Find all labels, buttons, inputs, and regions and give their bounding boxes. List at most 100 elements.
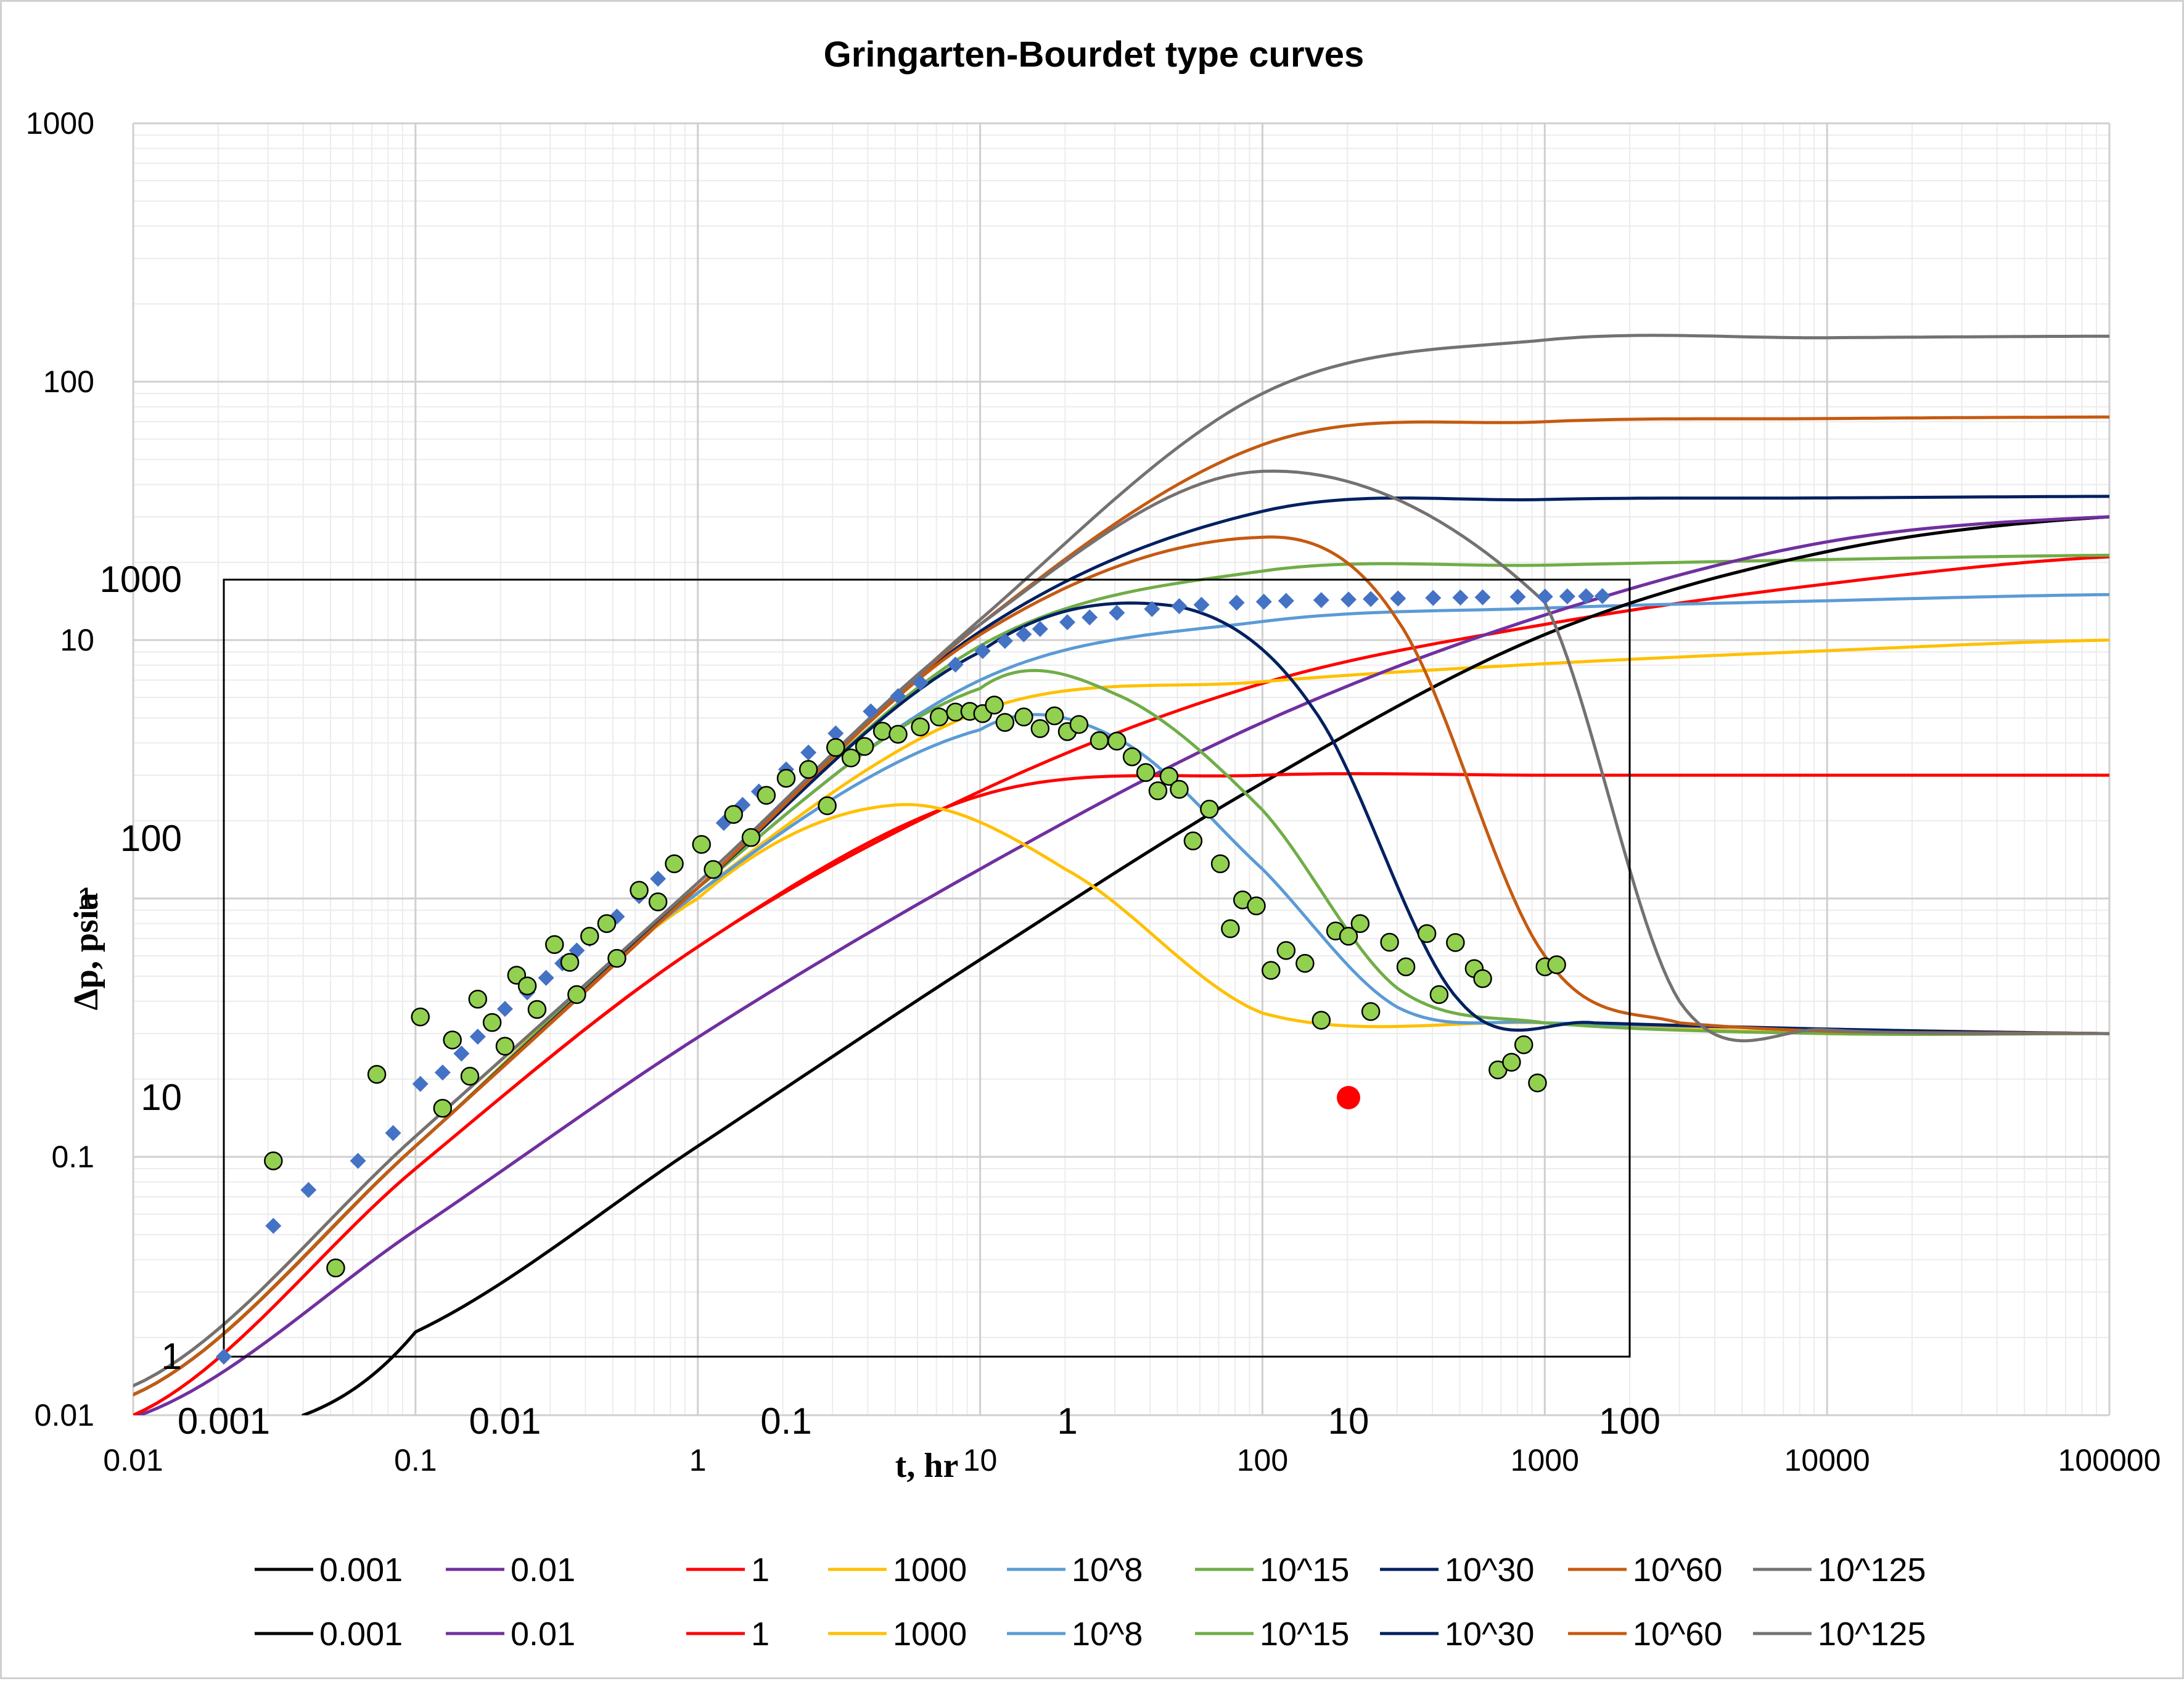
x-tick-label: 0.1 <box>394 1443 437 1478</box>
diamond-marker <box>1340 591 1357 608</box>
diamond-marker <box>996 633 1013 649</box>
axis-label-layer: 0.01 0.1 1 10 100 1000 10000 1000000.010.111010… <box>26 106 2161 1478</box>
x-tick-label: 1 <box>689 1443 707 1478</box>
circle-marker <box>517 976 537 996</box>
diamond-marker <box>1578 588 1595 604</box>
derivative-curve-10e15 <box>133 668 2109 1397</box>
diamond-marker <box>434 1064 451 1081</box>
legend-label: 10^30 <box>1445 1616 1534 1653</box>
overlay-y-tick-label: 1 <box>162 1336 182 1377</box>
diamond-marker <box>1193 596 1210 613</box>
circle-marker <box>872 721 892 741</box>
circle-marker <box>665 854 684 873</box>
diamond-marker <box>265 1217 282 1234</box>
diamond-marker <box>1171 598 1188 614</box>
field-data-marker-layer <box>216 588 1611 1365</box>
diamond-marker <box>1559 588 1575 605</box>
overlay-y-tick-label: 1000 <box>100 559 182 600</box>
circle-marker <box>855 737 874 756</box>
derivative-curve-1 <box>133 772 2109 1415</box>
derivative-curve-0.01 <box>134 515 2109 1415</box>
overlay-y-tick-label: 100 <box>120 818 182 859</box>
diamond-marker <box>538 969 554 986</box>
circle-marker <box>1159 767 1179 786</box>
circle-marker <box>1380 932 1399 952</box>
circle-marker <box>798 760 818 779</box>
diamond-marker <box>827 725 844 742</box>
circle-marker <box>1350 914 1370 933</box>
legend-label: 10^60 <box>1633 1552 1722 1589</box>
diamond-marker <box>1363 591 1379 607</box>
circle-marker <box>367 1064 387 1084</box>
diamond-marker <box>974 643 991 659</box>
legend-item-10e125: 10^125 <box>1753 1616 1926 1653</box>
legend-label: 1000 <box>893 1616 967 1653</box>
circle-marker <box>1417 924 1437 943</box>
circle-marker <box>433 1098 453 1118</box>
diamond-marker <box>1390 590 1406 607</box>
circle-marker <box>818 796 837 815</box>
overlay-x-tick-label: 10 <box>1328 1400 1369 1442</box>
diamond-marker <box>650 871 667 887</box>
legend-item-10e60: 10^60 <box>1568 1616 1722 1653</box>
circle-marker <box>1148 781 1168 800</box>
diamond-marker <box>216 1349 232 1365</box>
y-tick-label: 1000 <box>26 106 94 141</box>
circle-marker <box>724 805 743 824</box>
circle-marker <box>889 725 908 744</box>
derivative-curve-10e60 <box>133 535 2109 1397</box>
legend-label: 0.001 <box>319 1552 403 1589</box>
circle-marker <box>648 892 668 911</box>
circle-marker <box>704 860 723 879</box>
legend-item-0.01: 0.01 <box>446 1552 575 1589</box>
circle-marker <box>1136 763 1156 783</box>
circle-marker <box>264 1151 283 1170</box>
derivative-curve-1000 <box>133 803 2109 1397</box>
circle-marker <box>741 828 761 847</box>
legend-item-10e15: 10^15 <box>1195 1616 1349 1653</box>
legend-label: 0.001 <box>319 1616 403 1653</box>
legend-item-1000: 1000 <box>828 1552 967 1589</box>
legend-label: 10^30 <box>1445 1552 1534 1589</box>
x-tick-label: 1000 <box>1511 1443 1579 1478</box>
legend-label: 0.01 <box>511 1616 575 1653</box>
circle-marker <box>411 1007 430 1027</box>
diamond-marker <box>497 1001 513 1017</box>
circle-marker <box>1312 1011 1331 1030</box>
circle-marker <box>580 926 599 946</box>
diamond-marker <box>350 1153 366 1169</box>
diamond-marker <box>1425 590 1442 606</box>
overlay-x-tick-label: 1 <box>1057 1400 1077 1442</box>
circle-marker <box>1247 896 1266 916</box>
legend-item-10e30: 10^30 <box>1380 1552 1534 1589</box>
circle-marker <box>1030 719 1050 738</box>
circle-marker <box>1473 969 1492 988</box>
legend-item-1000: 1000 <box>828 1616 967 1653</box>
circle-marker <box>1107 731 1127 751</box>
highlight-marker <box>1337 1086 1360 1109</box>
diamond-marker <box>1537 588 1553 605</box>
x-tick-label: 0.01 <box>103 1443 163 1478</box>
y-tick-label: 0.01 <box>35 1398 94 1432</box>
legend-item-0.001: 0.001 <box>255 1552 403 1589</box>
circle-marker <box>1276 941 1296 960</box>
diamond-marker <box>1255 593 1272 610</box>
circle-marker <box>567 985 586 1005</box>
x-tick-label: 100000 <box>2058 1443 2161 1478</box>
y-tick-label: 10 <box>60 623 94 657</box>
diamond-marker <box>469 1029 486 1045</box>
diamond-marker <box>1474 589 1491 606</box>
legend-item-0.001: 0.001 <box>255 1616 403 1653</box>
diamond-marker <box>1228 594 1245 611</box>
circle-marker <box>607 948 626 968</box>
pressure-curve-10e8 <box>133 593 2109 1397</box>
circle-marker <box>1339 926 1358 946</box>
diamond-marker <box>453 1045 470 1062</box>
derivative-curve-0.001 <box>302 515 2109 1415</box>
legend-label: 1000 <box>893 1552 967 1589</box>
legend-item-0.01: 0.01 <box>446 1616 575 1653</box>
derivative-curve-10e8 <box>133 713 2109 1397</box>
circle-marker <box>597 914 617 933</box>
